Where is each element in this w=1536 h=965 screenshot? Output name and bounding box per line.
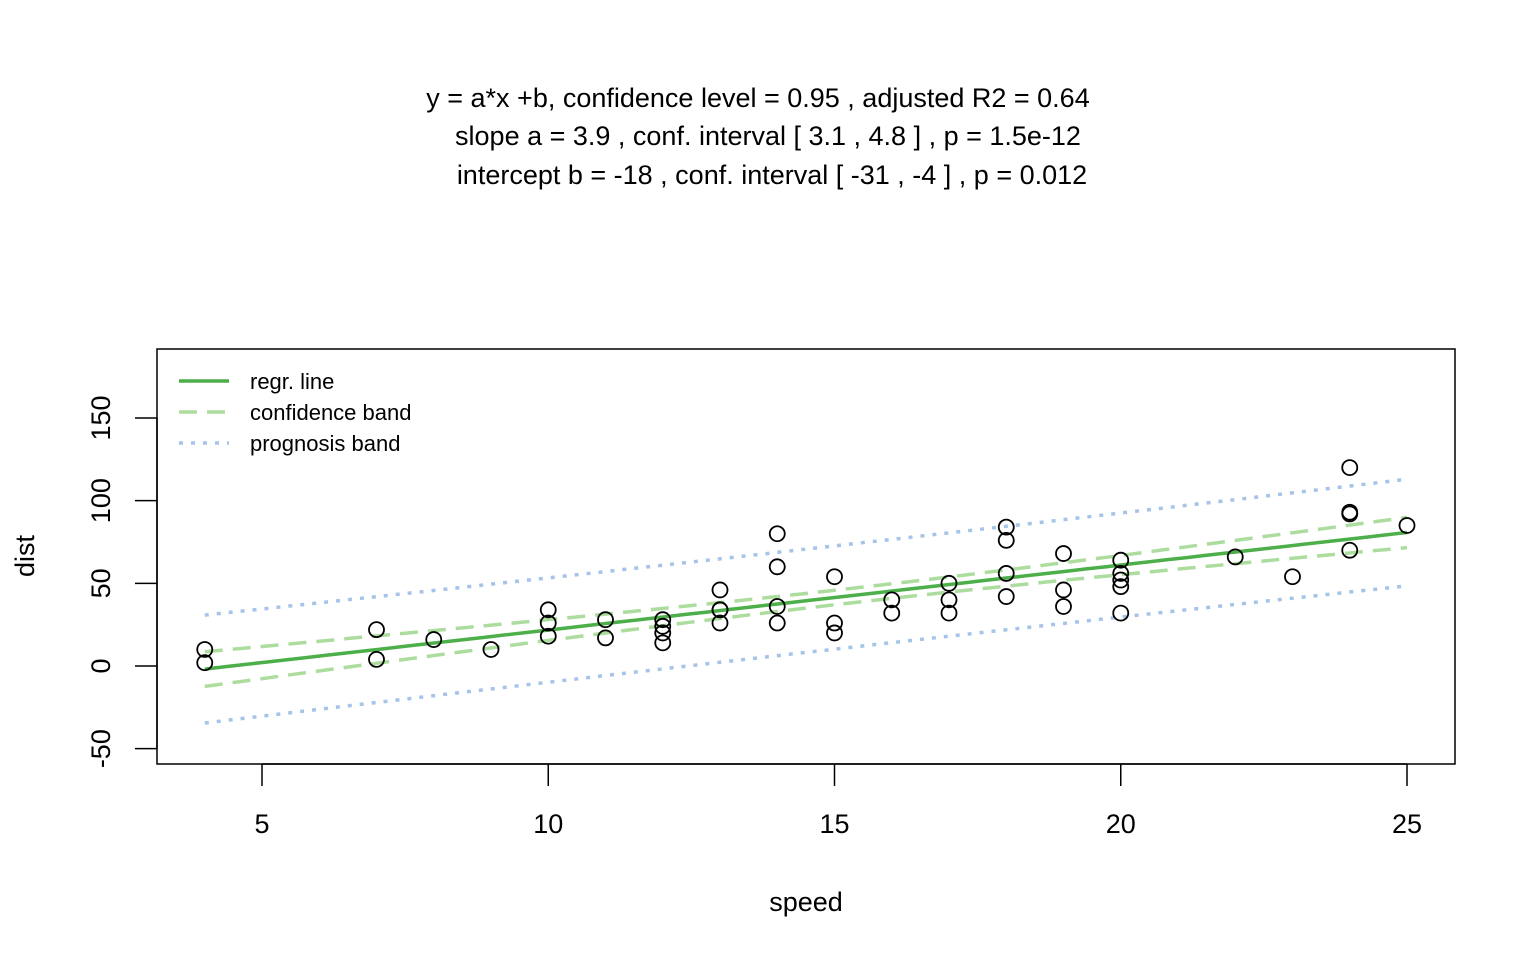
x-axis-label: speed <box>769 887 843 917</box>
y-tick-label: 0 <box>86 658 116 673</box>
x-tick-label: 15 <box>819 809 849 839</box>
x-tick-label: 5 <box>254 809 269 839</box>
data-point <box>539 627 557 645</box>
data-point <box>539 601 557 619</box>
data-point <box>997 588 1015 605</box>
prognosis-band-upper <box>204 477 1408 617</box>
data-point <box>940 574 958 592</box>
data-point <box>654 617 672 635</box>
data-point <box>1112 571 1130 589</box>
data-point <box>883 591 901 609</box>
data-point <box>997 518 1015 536</box>
data-point <box>1284 568 1301 586</box>
data-point <box>768 598 786 615</box>
x-axis: 5 10 15 20 25 <box>254 763 1422 839</box>
y-tick-label: 100 <box>86 478 116 523</box>
regression-line <box>204 530 1408 671</box>
data-point <box>711 601 729 619</box>
data-point <box>1112 551 1130 569</box>
data-point <box>654 611 672 629</box>
confidence-band-upper <box>204 515 1408 654</box>
title-line-2: slope a = 3.9 , conf. interval [ 3.1 , 4… <box>455 121 1081 151</box>
data-point <box>425 631 443 648</box>
data-point <box>1055 598 1072 615</box>
data-point <box>1226 548 1244 566</box>
legend-label: prognosis band <box>250 431 400 456</box>
data-points <box>196 459 1416 672</box>
chart-title: y = a*x +b, confidence level = 0.95 , ad… <box>426 83 1089 190</box>
data-point <box>826 624 843 642</box>
data-point <box>368 621 385 639</box>
data-point <box>1398 517 1416 534</box>
x-tick-label: 10 <box>533 809 563 839</box>
data-point <box>711 581 729 599</box>
legend-label: confidence band <box>250 400 411 425</box>
data-point <box>768 525 786 543</box>
data-point <box>1055 581 1072 599</box>
data-point <box>1055 545 1072 562</box>
data-point <box>196 654 214 672</box>
prognosis-band-lower <box>204 584 1408 725</box>
y-axis-label: dist <box>10 535 40 578</box>
data-point <box>368 650 385 668</box>
data-point <box>196 641 214 658</box>
x-tick-label: 25 <box>1392 809 1422 839</box>
data-point <box>1112 604 1130 622</box>
legend: regr. line confidence band prognosis band <box>179 369 411 456</box>
x-tick-label: 20 <box>1106 809 1136 839</box>
data-point <box>654 624 672 642</box>
data-point <box>768 558 786 576</box>
data-point <box>997 531 1015 549</box>
data-point <box>826 614 843 632</box>
confidence-band-lower <box>204 545 1408 689</box>
data-point <box>940 591 958 609</box>
data-point <box>1112 565 1130 582</box>
data-point <box>482 641 500 658</box>
data-point <box>940 604 958 622</box>
data-point <box>539 614 557 632</box>
data-point <box>711 614 729 632</box>
y-tick-label: 50 <box>86 568 116 598</box>
data-point <box>883 604 901 622</box>
data-point <box>997 565 1015 582</box>
data-point <box>768 614 786 632</box>
y-axis: -50 0 50 100 150 <box>86 395 158 768</box>
legend-label: regr. line <box>250 369 334 394</box>
data-point <box>1341 459 1359 477</box>
bands <box>204 477 1408 725</box>
y-tick-label: -50 <box>86 729 116 768</box>
title-line-1: y = a*x +b, confidence level = 0.95 , ad… <box>426 83 1089 113</box>
data-point <box>826 568 843 586</box>
data-point <box>1341 541 1359 559</box>
data-point <box>597 611 614 629</box>
data-point <box>1341 503 1359 521</box>
data-point <box>1112 578 1130 596</box>
title-line-3: intercept b = -18 , conf. interval [ -31… <box>457 160 1087 190</box>
data-point <box>597 629 614 647</box>
data-point <box>654 634 672 652</box>
y-tick-label: 150 <box>86 395 116 440</box>
